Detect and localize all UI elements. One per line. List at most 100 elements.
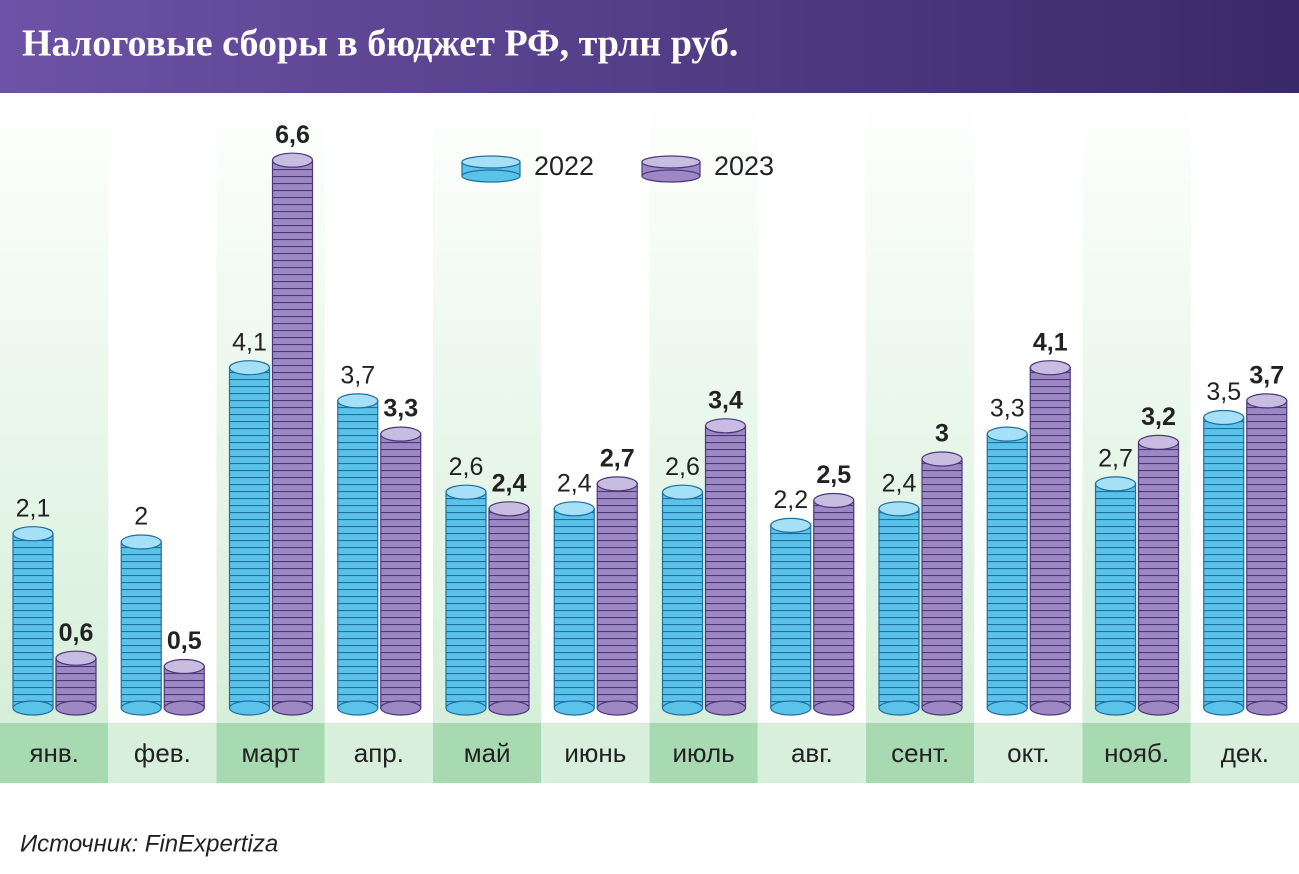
x-tick-label: авг.	[791, 738, 833, 768]
stack-top	[445, 484, 487, 500]
stack-top	[228, 360, 271, 376]
coin-stack	[445, 484, 487, 716]
value-label: 2,7	[600, 445, 635, 473]
value-label: 2,4	[492, 469, 527, 497]
stack-body	[1203, 416, 1245, 709]
coin-stack	[704, 418, 747, 716]
stack-body	[228, 367, 271, 709]
stack-fill	[663, 707, 702, 708]
value-label: 3,3	[383, 395, 418, 423]
value-label: 2	[134, 503, 148, 531]
stack-fill	[879, 707, 919, 708]
stack-top	[12, 526, 54, 542]
stack-top	[1137, 434, 1180, 450]
label-band	[649, 723, 758, 783]
stack-body	[337, 400, 379, 709]
value-label: 3	[935, 420, 949, 448]
label-band	[1190, 723, 1299, 783]
stack-body	[596, 483, 638, 709]
coin-stack	[12, 526, 54, 716]
label-band	[433, 723, 542, 783]
value-label: 3,7	[340, 362, 375, 390]
stack-top	[878, 501, 920, 517]
value-label: 6,6	[275, 121, 310, 149]
stack-body	[380, 433, 422, 709]
stack-body	[12, 533, 54, 709]
stack-fill	[1030, 707, 1070, 708]
stack-top	[120, 534, 162, 550]
legend-coin-bottom	[461, 169, 521, 183]
coin-stack	[337, 393, 379, 716]
value-label: 2,7	[1098, 445, 1133, 473]
coin-stack	[661, 484, 704, 716]
stack-top	[1203, 409, 1245, 426]
coin-stack	[380, 426, 422, 716]
value-label: 2,5	[816, 461, 851, 489]
stack-top	[337, 393, 379, 409]
stack-top	[921, 451, 963, 467]
legend-coin-top	[641, 155, 701, 169]
stack-fill	[230, 707, 269, 708]
stack-fill	[121, 707, 161, 708]
stack-fill	[489, 707, 529, 708]
stack-top	[596, 476, 638, 492]
stack-fill	[164, 707, 204, 708]
stack-body	[1137, 441, 1180, 709]
stack-body	[704, 425, 747, 709]
value-label: 2,6	[449, 453, 484, 481]
value-label: 0,6	[59, 619, 94, 647]
coin-stack	[1203, 409, 1245, 716]
coin-stack	[1137, 434, 1180, 716]
coin-stack	[986, 426, 1028, 716]
stack-body	[120, 541, 162, 709]
stack-body	[553, 508, 595, 709]
stack-body	[445, 491, 487, 709]
plot: 2,1 2 4,1 3,7 2,6 2,4 2,6 2,2 2,4 3,3 2,7 3,5 0,6 0,5…	[12, 121, 1288, 716]
x-tick-label: янв.	[29, 738, 78, 768]
stack-body	[986, 433, 1028, 709]
stack-body	[1246, 400, 1288, 709]
legend-swatch	[641, 155, 701, 183]
x-tick-label: апр.	[354, 738, 404, 768]
stack-top	[770, 517, 812, 534]
coin-stack	[770, 517, 812, 716]
stack-fill	[56, 707, 96, 708]
stack-fill	[338, 707, 378, 708]
label-band	[757, 723, 866, 783]
label-band	[541, 723, 650, 783]
legend-swatch	[461, 155, 521, 183]
value-label: 3,2	[1141, 403, 1176, 431]
stack-top	[1094, 476, 1137, 492]
title-banner	[0, 0, 1299, 93]
value-label: 2,6	[665, 453, 700, 481]
stack-fill	[922, 707, 962, 708]
legend-label: 2022	[534, 151, 594, 181]
stack-body	[770, 524, 812, 709]
coin-stack	[163, 658, 205, 716]
stack-top	[1246, 393, 1288, 409]
legend-coin-bottom	[641, 169, 701, 183]
value-label: 0,5	[167, 627, 202, 655]
stack-fill	[1096, 707, 1135, 708]
coin-stack	[813, 492, 855, 716]
stack-fill	[1139, 707, 1178, 708]
stack-fill	[597, 707, 637, 708]
stack-top	[163, 658, 205, 675]
label-band	[216, 723, 325, 783]
coin-stack	[1246, 393, 1288, 716]
stack-top	[704, 418, 747, 434]
source: Источник: FinExpertiza	[20, 830, 278, 857]
value-label: 4,1	[1033, 328, 1068, 356]
stack-fill	[814, 707, 854, 708]
value-label: 4,1	[232, 328, 267, 356]
stack-fill	[771, 707, 811, 708]
stack-body	[661, 491, 704, 709]
coin-stack	[1029, 360, 1071, 716]
value-label: 2,4	[882, 469, 917, 497]
x-tick-label: нояб.	[1104, 738, 1169, 768]
stack-top	[661, 484, 704, 500]
stack-body	[921, 458, 963, 709]
x-tick-label: окт.	[1007, 738, 1049, 768]
stack-top	[1029, 360, 1071, 376]
